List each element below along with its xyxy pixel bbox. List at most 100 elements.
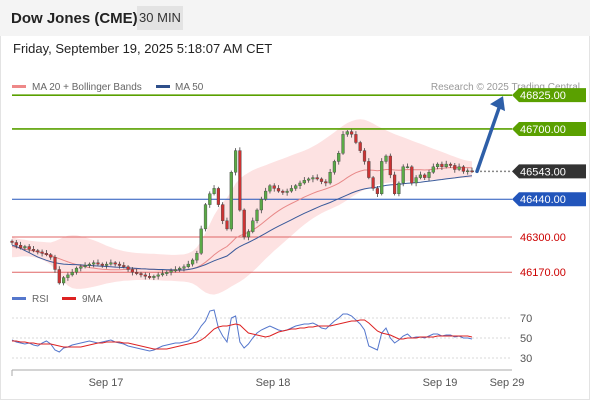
candle [423,173,427,181]
candle [448,162,453,168]
candle [152,274,156,281]
level-label-4: 46300.00 [520,232,566,244]
candle [195,250,199,264]
candle [23,244,27,251]
candle [160,270,165,277]
candle [238,147,242,212]
candle [307,177,311,183]
credit-text: Research © 2025 Trading Central [431,82,580,93]
candle [242,208,246,240]
candle [87,262,91,268]
candle [186,260,190,269]
bollinger-band-fill [12,119,472,295]
candle [233,148,238,176]
candle [104,261,109,269]
candle [272,183,276,192]
rsi-line [11,309,473,353]
candle [216,186,220,208]
candle [289,185,293,193]
candle [418,171,422,180]
timestamp: Friday, September 19, 2025 5:18:07 AM CE… [13,41,273,56]
rsi-tick-1: 50 [520,333,532,345]
candle [74,266,79,275]
candle [208,191,212,208]
level-label-2: 46543.00 [520,166,566,178]
candle [199,225,203,255]
candle [268,184,272,194]
candle [251,217,255,234]
candle [388,153,392,179]
candle [375,185,379,198]
candle [264,187,268,201]
candle [393,171,397,196]
interval-button[interactable]: 30 MIN [137,6,183,30]
level-label-3: 46440.00 [520,194,566,206]
candle [410,165,414,186]
rsi-tick-0: 70 [520,313,532,325]
rsi-legend-swatch [12,297,26,300]
candle [397,181,401,197]
candle [178,266,182,272]
ma50-legend-label: MA 50 [175,82,204,93]
level-badge-2 [512,164,586,179]
candle [62,275,66,286]
candle [203,203,208,232]
candle [436,162,440,170]
candle [31,245,36,253]
x-tick-label-2: Sep 19 [423,377,458,389]
candle [53,254,57,273]
candle [96,259,100,266]
candle [122,262,126,269]
candle [281,189,285,195]
candle [83,262,87,269]
candle [440,161,444,171]
candle [221,202,225,225]
candle [182,264,186,272]
candle [19,241,23,250]
x-tick-label-0: Sep 17 [89,377,124,389]
candle [362,148,367,165]
candle [466,168,470,175]
candle [147,273,152,280]
x-tick-label-3: Sep 29 [490,377,525,389]
candle [169,268,173,276]
candle [255,208,259,224]
level-label-5: 46170.00 [520,267,566,279]
level-label-1: 46700.00 [520,124,566,136]
candle [117,261,122,269]
candle [453,163,457,173]
candle [92,260,96,268]
candle [36,248,40,255]
candle [384,154,388,164]
candle [27,244,31,253]
rsi-ma-line [12,319,473,350]
candle [139,271,143,278]
candle [70,268,74,277]
header-bar: Dow Jones (CME) 30 MIN [0,0,590,36]
candle [259,196,263,214]
candle [371,175,375,191]
candle [444,160,448,169]
candle [79,264,83,272]
candle [135,268,139,276]
candle [345,130,349,137]
candle [358,140,362,153]
candle [143,272,147,280]
rsi-tick-2: 30 [520,353,532,365]
candle [40,249,44,257]
candle [190,258,195,267]
candle [337,150,341,165]
forecast-arrow-head [490,96,505,112]
candle [10,239,14,245]
candle [229,170,233,232]
candle [427,169,431,181]
candle [431,163,435,174]
candle [44,250,48,257]
candle [461,165,465,174]
level-label-0: 46825.00 [520,90,566,102]
candle [298,180,302,189]
ma50-legend-swatch [156,85,170,88]
instrument-title: Dow Jones (CME) [11,10,138,27]
candle [294,184,298,191]
